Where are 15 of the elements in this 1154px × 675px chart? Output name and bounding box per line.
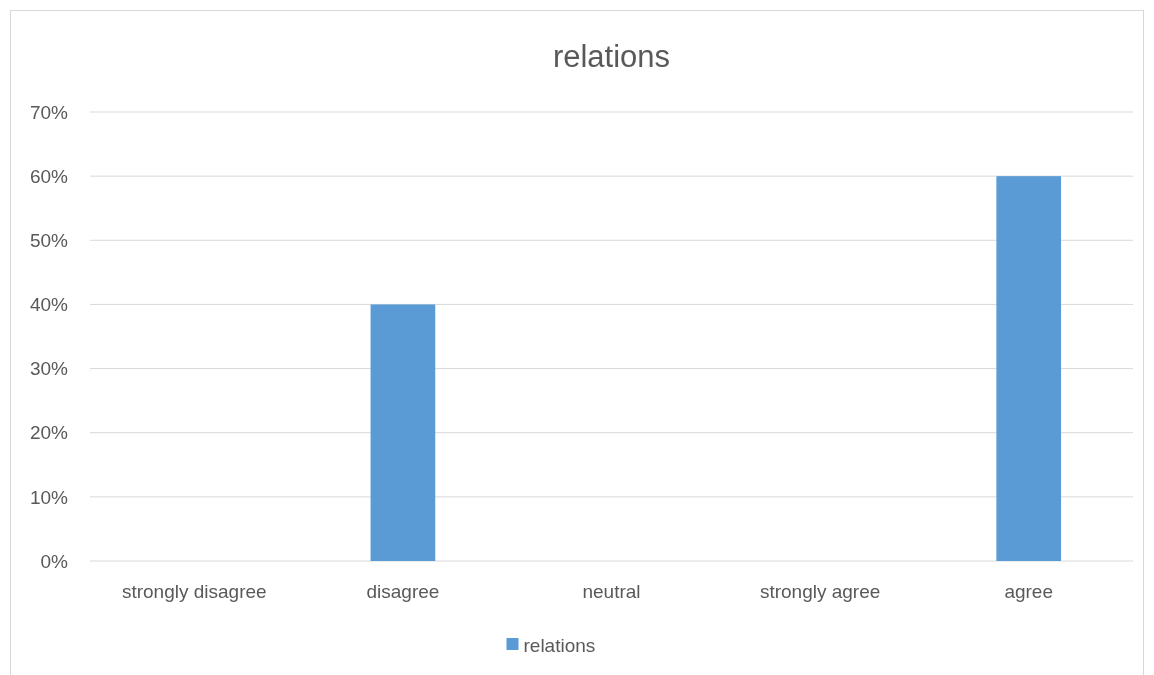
y-tick-label: 40% bbox=[29, 294, 69, 316]
x-tick-label: strongly disagree bbox=[121, 581, 267, 602]
y-tick-label: 10% bbox=[29, 486, 69, 508]
x-tick-label: disagree bbox=[366, 581, 440, 602]
y-tick-label: 0% bbox=[40, 550, 69, 572]
y-tick-label: 60% bbox=[29, 165, 69, 187]
y-tick-label: 70% bbox=[29, 101, 69, 123]
legend-label: relations bbox=[523, 634, 596, 656]
y-tick-label: 20% bbox=[29, 422, 69, 444]
x-tick-label: strongly agree bbox=[759, 581, 881, 602]
x-tick-label: neutral bbox=[582, 581, 641, 602]
chart-title: relations bbox=[552, 39, 671, 74]
x-tick-label: agree bbox=[1004, 581, 1053, 602]
y-tick-label: 30% bbox=[29, 358, 69, 380]
y-tick-label: 50% bbox=[29, 229, 69, 251]
